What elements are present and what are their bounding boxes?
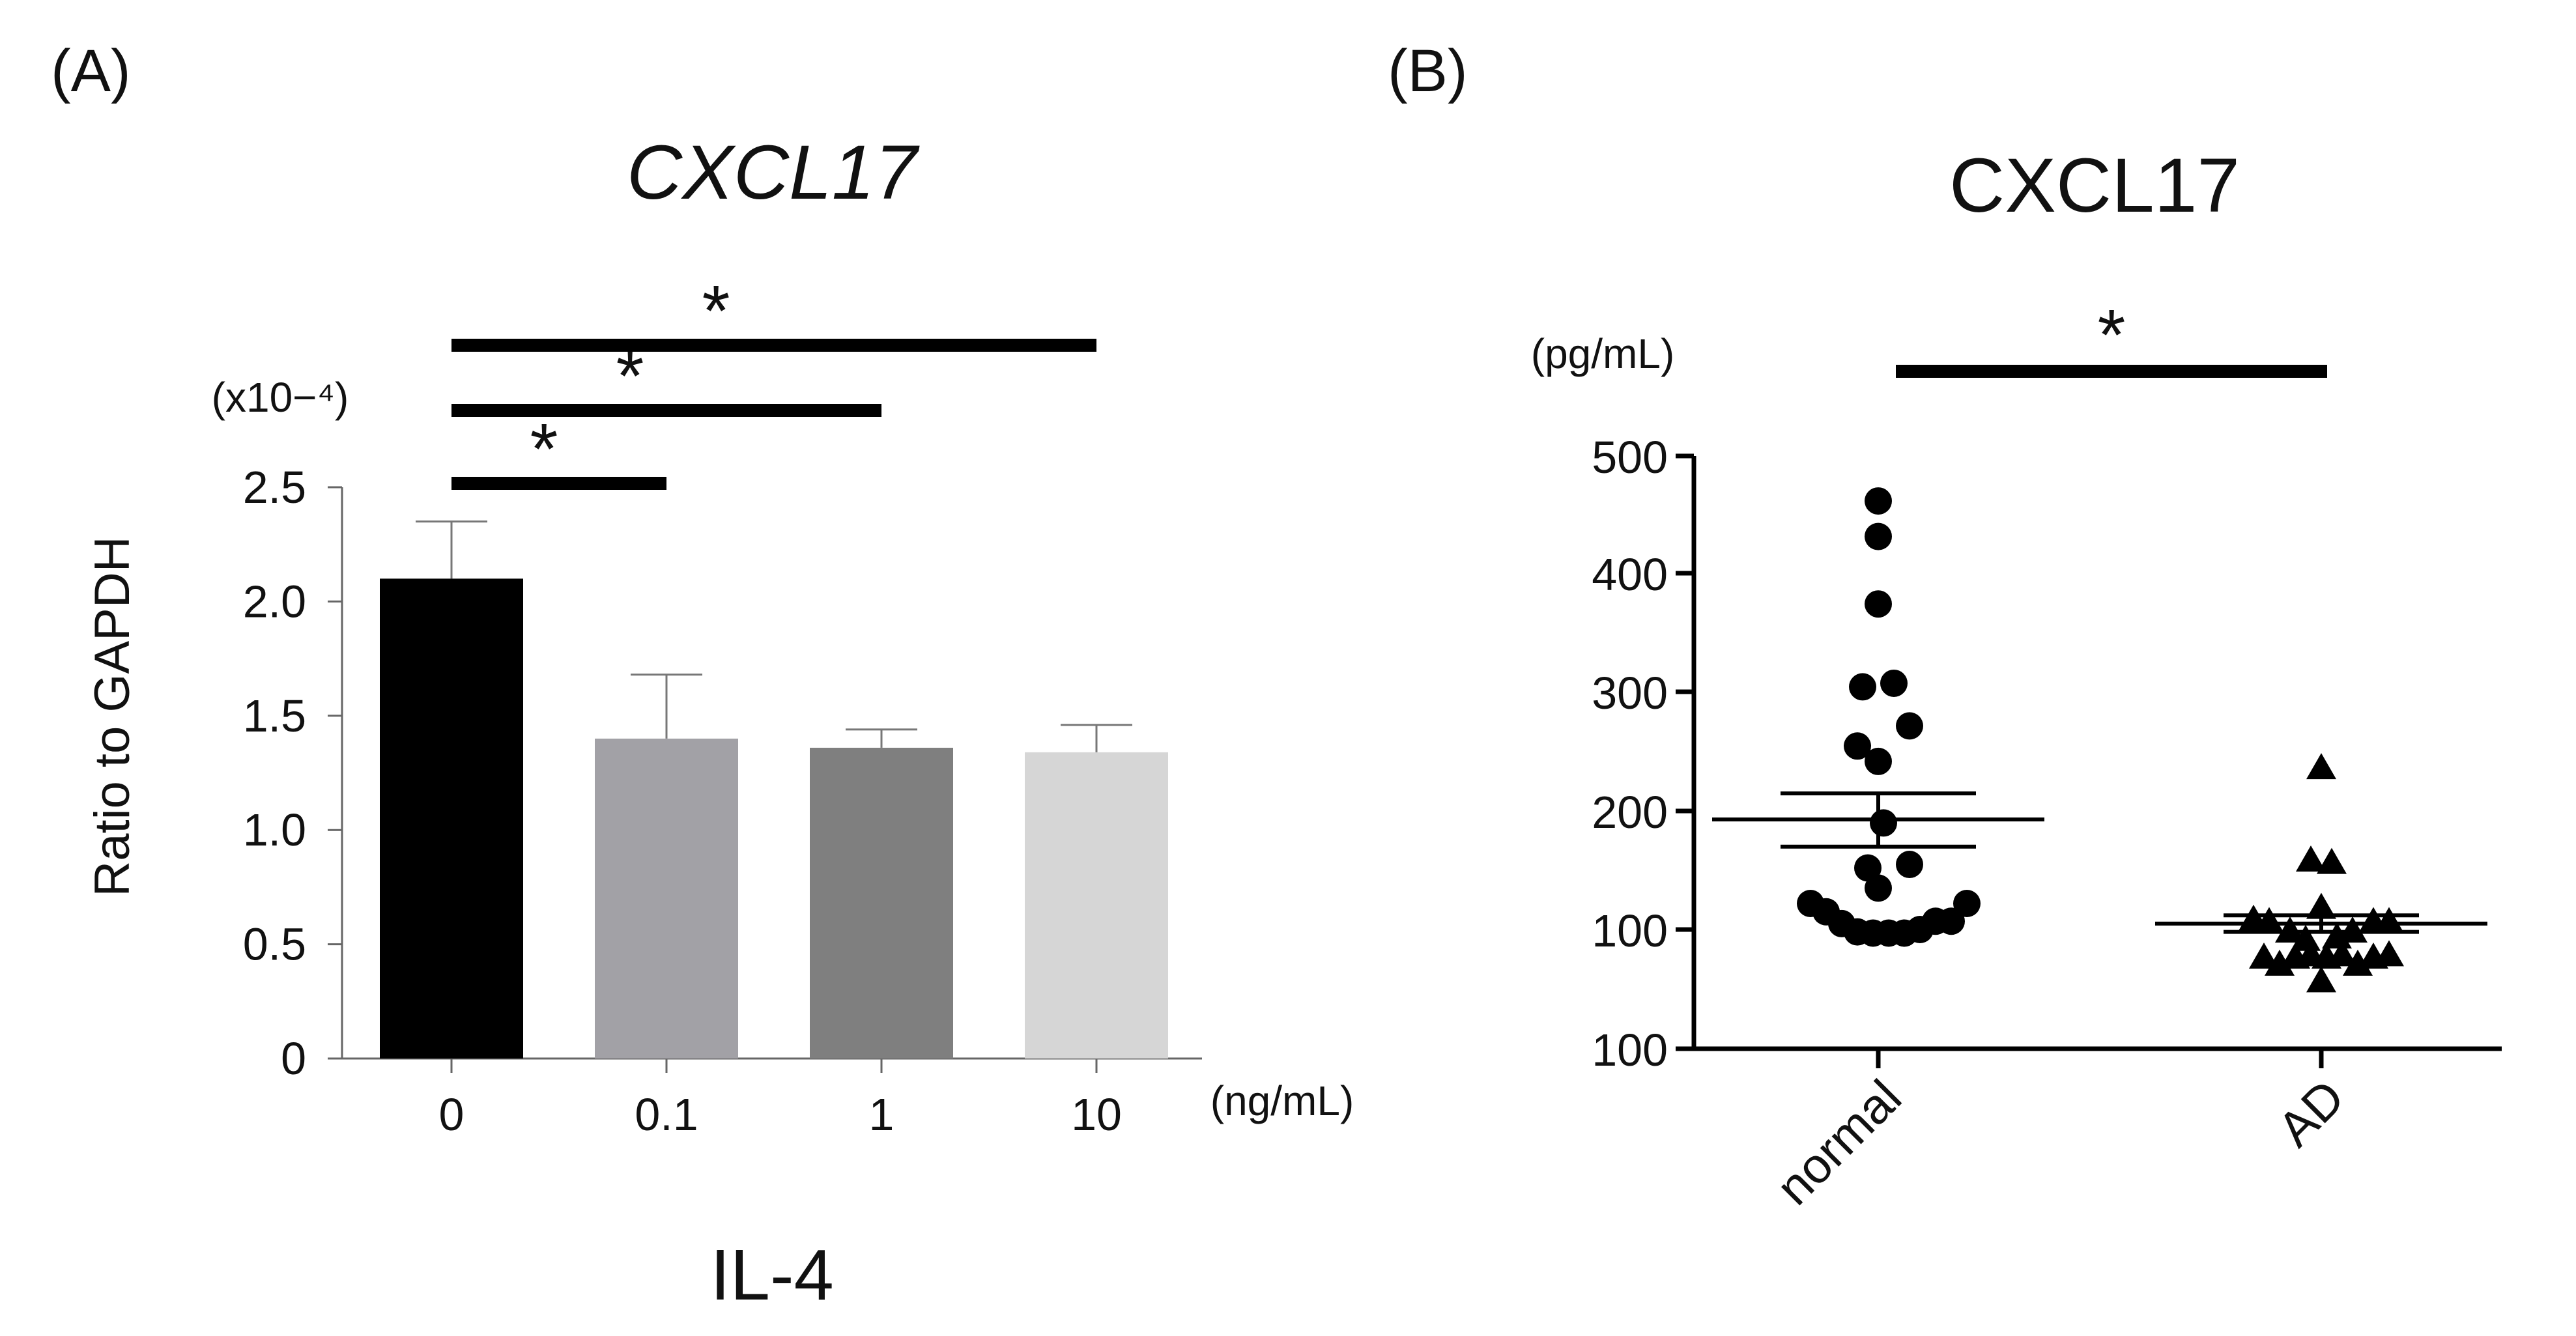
- y-tick-label: 300: [1592, 668, 1668, 718]
- data-point-ad: [2275, 917, 2305, 943]
- chart-b-title: CXCL17: [1949, 143, 2240, 229]
- data-point-normal: [1854, 854, 1882, 882]
- chart-a-x-unit: (ng/mL): [1210, 1077, 1354, 1124]
- chart-a-x-axis-label: IL-4: [710, 1235, 834, 1315]
- y-tick-label: 100: [1592, 905, 1668, 956]
- data-point-ad: [2374, 907, 2404, 933]
- data-point-normal: [1880, 669, 1908, 697]
- data-point-ad: [2327, 940, 2357, 967]
- data-point-normal: [1938, 907, 1965, 935]
- y-tick-label: 1.5: [243, 690, 306, 741]
- y-tick-label: 0.5: [243, 919, 306, 970]
- data-point-ad: [2296, 845, 2326, 872]
- data-point-ad: [2306, 753, 2336, 780]
- data-point-ad: [2338, 917, 2368, 943]
- x-tick-label: 0.1: [635, 1089, 698, 1140]
- data-point-normal: [1865, 487, 1892, 515]
- chart-a-y-multiplier: (x10−⁴): [212, 374, 349, 421]
- panel-label-a: (A): [51, 38, 131, 104]
- data-point-ad: [2343, 949, 2373, 976]
- panel-label-b: (B): [1388, 38, 1468, 104]
- y-tick-label: 1.0: [243, 804, 306, 855]
- data-point-normal: [1896, 851, 1923, 879]
- x-tick-label: 0: [439, 1089, 465, 1140]
- bar: [595, 738, 738, 1059]
- data-point-normal: [1844, 732, 1871, 760]
- x-tick-label: 10: [1071, 1089, 1122, 1140]
- x-tick-label: normal: [1766, 1070, 1912, 1215]
- data-point-ad: [2317, 847, 2347, 874]
- data-point-ad: [2306, 966, 2336, 993]
- data-point-normal: [1865, 874, 1892, 902]
- y-tick-label: 200: [1592, 787, 1668, 838]
- y-tick-label: 0: [281, 1033, 306, 1084]
- x-tick-label: 1: [869, 1089, 894, 1140]
- x-tick-label: AD: [2267, 1070, 2355, 1158]
- bar: [810, 747, 953, 1059]
- data-point-normal: [1865, 747, 1892, 775]
- chart-b-y-unit: (pg/mL): [1531, 330, 1675, 377]
- chart-a-y-axis-label: Ratio to GAPDH: [85, 536, 140, 896]
- bar: [380, 578, 523, 1059]
- data-point-ad: [2249, 942, 2279, 969]
- y-tick-label: 2.5: [243, 462, 306, 513]
- data-point-normal: [1849, 673, 1876, 701]
- data-point-ad: [2322, 922, 2352, 949]
- significance-star: *: [530, 409, 558, 489]
- data-point-normal: [1865, 590, 1892, 618]
- y-tick-label: 100: [1592, 1025, 1668, 1075]
- significance-star: *: [2098, 295, 2126, 375]
- chart-a-title: CXCL17: [627, 130, 920, 216]
- y-tick-label: 500: [1592, 432, 1668, 483]
- data-point-normal: [1865, 522, 1892, 550]
- bar: [1025, 752, 1168, 1059]
- data-point-normal: [1896, 712, 1923, 740]
- chart-b: 100 100 200 300 400 500 normal AD *: [1592, 295, 2502, 1215]
- data-point-ad: [2306, 892, 2336, 919]
- data-point-ad: [2254, 907, 2284, 933]
- y-tick-label: 2.0: [243, 576, 306, 627]
- data-point-normal: [1870, 809, 1897, 837]
- chart-a: 00.51.01.52.02.50 0.1 1 10***: [243, 271, 1202, 1140]
- significance-star: *: [702, 271, 730, 351]
- data-point-ad: [2374, 940, 2404, 967]
- y-tick-label: 400: [1592, 549, 1668, 600]
- data-point-ad: [2265, 949, 2295, 976]
- data-point-normal: [1953, 890, 1981, 918]
